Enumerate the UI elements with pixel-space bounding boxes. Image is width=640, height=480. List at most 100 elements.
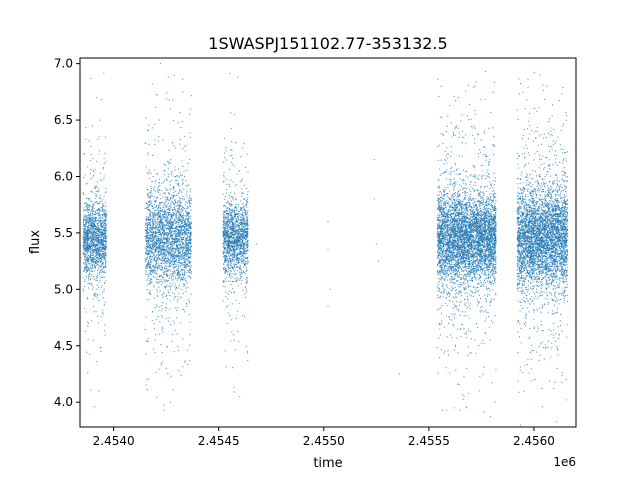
data-point — [225, 202, 227, 204]
data-point — [175, 238, 177, 240]
data-point — [182, 252, 185, 254]
data-point — [229, 213, 231, 215]
data-point — [174, 293, 176, 295]
data-point — [151, 195, 153, 197]
data-point — [178, 176, 181, 178]
data-point — [170, 198, 172, 200]
data-point — [105, 280, 107, 282]
data-point — [233, 339, 235, 341]
data-point — [235, 207, 237, 209]
data-point — [146, 204, 149, 206]
data-point — [184, 230, 186, 233]
data-point — [182, 216, 184, 219]
data-point — [228, 219, 231, 221]
data-point — [85, 248, 87, 250]
data-point — [146, 244, 149, 247]
data-point — [171, 226, 173, 229]
data-point — [162, 282, 164, 284]
data-point — [161, 256, 164, 259]
data-point — [155, 318, 157, 321]
data-point — [165, 260, 167, 262]
data-point — [99, 208, 101, 210]
data-point — [242, 233, 245, 235]
data-point — [168, 264, 171, 266]
data-point — [227, 259, 229, 262]
data-point — [95, 295, 97, 297]
data-point — [91, 229, 93, 231]
data-point — [231, 203, 233, 206]
data-point — [189, 333, 191, 336]
data-point — [243, 264, 245, 266]
data-point — [94, 265, 96, 267]
data-point — [224, 137, 226, 139]
data-point — [104, 209, 106, 211]
data-point — [229, 185, 231, 188]
data-point — [86, 297, 88, 299]
data-point — [98, 189, 100, 191]
data-point — [164, 204, 167, 206]
data-point — [100, 287, 103, 289]
data-point — [91, 233, 93, 235]
data-point — [90, 236, 92, 238]
data-point — [235, 225, 237, 228]
data-point — [157, 269, 159, 271]
data-point — [173, 268, 175, 270]
data-point — [240, 195, 243, 197]
data-point — [189, 234, 191, 236]
data-point — [177, 183, 179, 185]
data-point — [87, 259, 90, 261]
data-point — [181, 277, 183, 279]
data-point — [237, 230, 239, 232]
data-point — [99, 172, 101, 174]
data-point — [177, 175, 179, 177]
data-point — [152, 246, 154, 248]
data-point — [156, 295, 158, 297]
data-point — [102, 267, 104, 269]
data-point — [173, 298, 175, 301]
data-point — [102, 246, 104, 248]
data-point — [85, 270, 87, 272]
data-point — [167, 202, 169, 204]
data-point — [186, 225, 188, 227]
data-point — [170, 159, 172, 161]
data-point — [91, 245, 93, 247]
data-point — [147, 192, 149, 195]
data-point — [156, 263, 158, 265]
data-point — [226, 258, 228, 260]
data-point — [102, 250, 105, 253]
data-point — [171, 236, 174, 238]
data-point — [160, 310, 162, 312]
data-point — [150, 293, 152, 296]
data-point — [85, 263, 88, 266]
data-point — [146, 237, 149, 240]
data-point — [189, 108, 192, 110]
data-point — [86, 241, 88, 243]
data-point — [235, 244, 237, 246]
data-point — [190, 293, 192, 295]
data-point — [95, 228, 97, 230]
data-point — [86, 208, 88, 210]
data-point — [82, 277, 84, 279]
data-point — [163, 202, 165, 204]
data-point — [181, 269, 183, 271]
data-point — [175, 225, 177, 227]
data-point — [182, 226, 184, 228]
data-point — [167, 167, 169, 169]
data-point — [183, 135, 186, 137]
data-point — [104, 253, 106, 255]
data-point — [102, 257, 104, 259]
data-point — [186, 196, 188, 198]
data-point — [86, 203, 89, 205]
data-point — [94, 216, 96, 218]
data-point — [101, 200, 103, 202]
data-point — [92, 257, 94, 259]
data-point — [150, 187, 153, 190]
data-point — [105, 260, 107, 262]
data-point — [91, 210, 93, 212]
data-point — [225, 306, 228, 308]
data-point — [100, 248, 102, 251]
data-point — [247, 257, 249, 259]
data-point — [173, 227, 175, 230]
data-point — [165, 242, 168, 244]
data-point — [164, 265, 166, 267]
